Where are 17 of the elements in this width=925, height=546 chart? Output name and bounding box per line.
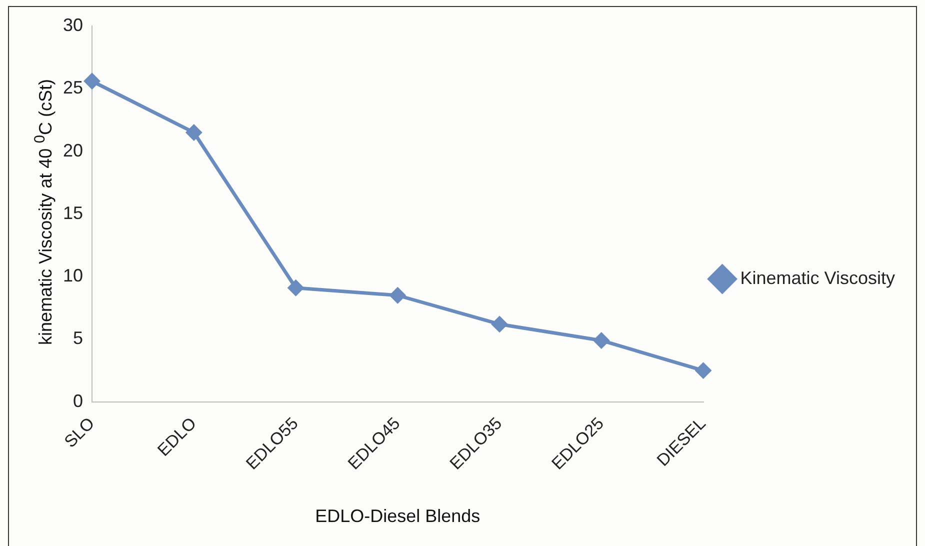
y-tick-label: 5 (73, 328, 84, 348)
y-tick-label: 30 (62, 14, 84, 35)
y-tick-label: 15 (62, 202, 84, 223)
x-axis-title: EDLO-Diesel Blends (315, 506, 480, 526)
y-tick-label: 20 (62, 140, 84, 160)
point (84, 73, 100, 89)
y-tick-label: 25 (62, 78, 84, 98)
point (696, 362, 712, 378)
x-tick-label: SLO (60, 414, 98, 452)
y-tick-label: 0 (73, 390, 84, 411)
point (594, 332, 610, 348)
point (390, 288, 406, 304)
point (288, 280, 304, 296)
legend-label: Kinematic Viscosity (740, 268, 896, 288)
point (492, 316, 508, 332)
y-tick-label: 10 (62, 266, 84, 286)
point (186, 124, 202, 140)
